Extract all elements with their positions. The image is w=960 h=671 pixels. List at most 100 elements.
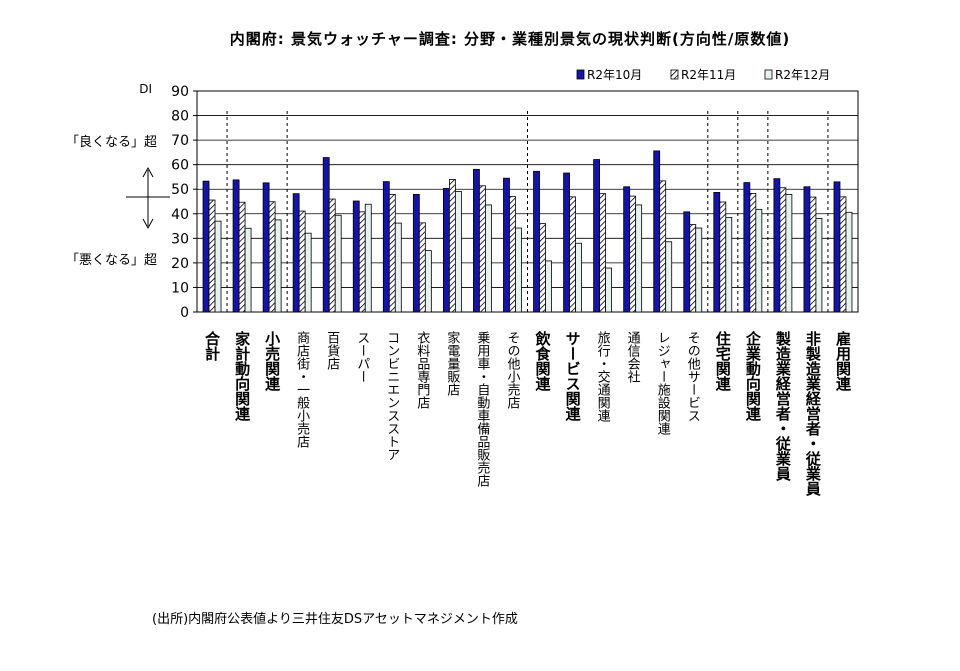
category-label-9: 乗用車・自動車備品販売店 [474,331,490,487]
category-label-5: スーパー [354,331,370,383]
bar-series1-14 [623,186,631,313]
bar-series3-8 [454,191,462,313]
legend-label-3: R2年12月 [775,68,830,82]
bar-series3-10 [515,227,522,313]
bar-series3-6 [394,222,402,313]
bar-series3-17 [725,217,733,313]
bar-series2-14 [629,195,637,313]
y-axis-label: DI [139,82,152,96]
bar-series2-21 [839,196,847,313]
category-label-17: 住宅関連 [713,331,732,391]
bar-series2-8 [448,178,456,313]
category-label-16: その他サービス [684,331,700,422]
bar-series1-12 [563,172,570,313]
bar-series3-12 [575,242,582,313]
y-tick-label: 30 [171,231,189,247]
bar-series3-21 [845,211,853,313]
bar-series3-2 [274,219,282,313]
bar-series2-1 [238,201,246,313]
bar-series1-19 [773,178,781,313]
category-label-19: 製造業経営者・従業員 [773,331,792,481]
category-label-15: レジャー施設関連 [654,331,670,435]
y-tick-label: 40 [171,207,189,223]
bar-series2-2 [268,201,276,313]
category-label-0: 合計 [203,331,222,361]
bar-series1-18 [743,182,751,313]
category-label-4: 百貨店 [324,331,340,370]
bar-series3-7 [424,250,432,313]
bar-series2-12 [569,196,576,313]
bar-series3-18 [755,208,763,313]
bar-series1-16 [683,211,691,313]
bar-series2-17 [719,201,727,313]
bar-series2-18 [749,192,757,313]
category-label-12: サービス関連 [563,331,582,421]
bar-series3-20 [815,218,823,313]
bar-series3-5 [364,203,372,313]
bar-series1-9 [473,168,480,313]
bar-series1-2 [262,182,270,313]
y-tick-label: 80 [171,109,189,125]
bar-series2-9 [479,185,486,313]
bar-series2-5 [358,211,366,313]
y-tick-label: 0 [180,305,189,321]
bar-series2-0 [208,199,216,313]
category-label-14: 通信会社 [624,331,640,383]
bar-series2-13 [599,193,607,313]
y-tick-label: 10 [171,280,189,296]
bar-series2-4 [328,198,336,313]
y-tick-label: 50 [171,182,189,198]
bar-series3-19 [785,193,793,313]
legend-label-1: R2年10月 [587,68,642,82]
bar-series1-6 [382,181,390,313]
bar-series1-3 [292,193,300,313]
category-label-2: 小売関連 [263,331,282,391]
y-tick-label: 90 [171,84,189,100]
source-note: (出所)内閣府公表値より三井住友DSアセットマネジメント作成 [152,612,518,627]
bar-series3-11 [545,260,552,313]
category-label-7: 衣料品専門店 [414,331,430,409]
category-label-18: 企業動向関連 [743,331,762,421]
bar-series3-1 [244,227,252,313]
bar-series3-16 [695,227,703,313]
category-label-6: コンビニエンスストア [384,331,400,461]
bar-series3-13 [605,267,613,313]
bar-series2-11 [539,223,546,313]
bar-series1-13 [593,159,601,313]
bar-series1-0 [202,180,210,313]
bar-series2-20 [809,196,817,313]
bar-series1-5 [352,200,360,313]
bar-series3-15 [665,241,673,313]
bar-series2-16 [689,224,697,313]
category-label-3: 商店街・一般小売店 [294,331,310,448]
category-label-13: 旅行・交通関連 [594,331,610,422]
bar-series2-10 [509,196,516,313]
bar-series1-10 [503,177,510,313]
category-label-20: 非製造業経営者・従業員 [803,331,822,496]
bar-series1-1 [232,179,240,313]
category-label-21: 雇用関連 [833,331,852,391]
bar-series2-3 [298,210,306,313]
category-label-8: 家電量販店 [444,331,460,396]
bar-series2-6 [388,193,396,313]
bad-annotation: 「悪くなる」超 [66,253,158,268]
bar-series1-20 [803,186,811,313]
legend-swatch-3 [764,69,773,80]
bar-series1-4 [322,157,330,313]
legend-label-2: R2年11月 [681,68,736,82]
y-tick-label: 60 [171,158,189,174]
bar-series1-7 [412,193,420,313]
category-label-10: その他小売店 [504,331,520,409]
bar-series1-21 [833,181,841,313]
bar-series3-3 [304,232,312,313]
chart-title: 内閣府: 景気ウォッチャー調査: 分野・業種別景気の現状判断(方向性/原数値) [229,30,791,48]
y-tick-label: 70 [171,133,189,149]
bar-series1-15 [653,150,661,313]
y-tick-label: 20 [171,256,189,272]
legend-swatch-2 [670,69,679,80]
bar-series3-9 [485,204,492,313]
bar-series3-4 [334,214,342,313]
legend-swatch-1 [576,69,585,80]
category-label-1: 家計動向関連 [233,331,252,421]
